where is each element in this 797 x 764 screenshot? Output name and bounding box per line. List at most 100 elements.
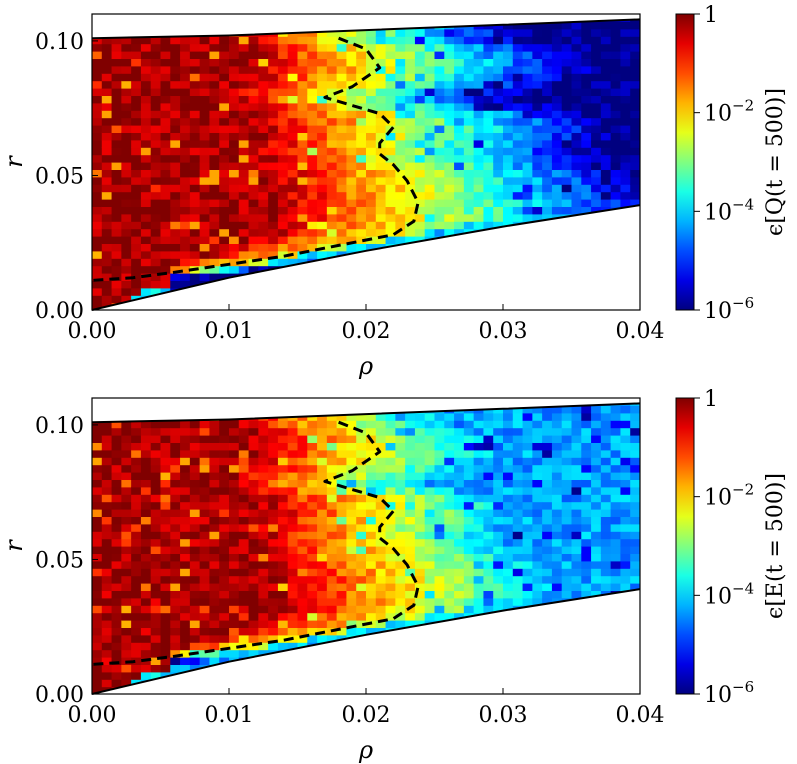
heatmap-cell [150, 273, 162, 281]
heatmap-cell [268, 132, 279, 141]
heatmap-cell [238, 51, 250, 59]
heatmap-cell [219, 590, 230, 599]
heatmap-cell [209, 236, 220, 244]
heatmap-cell [346, 427, 357, 436]
heatmap-cell [581, 206, 592, 215]
heatmap-cell [375, 191, 387, 200]
heatmap-cell [131, 605, 142, 614]
heatmap-cell [385, 28, 396, 37]
heatmap-cell [561, 73, 573, 82]
heatmap-cell [454, 449, 465, 458]
heatmap-cell [111, 80, 122, 89]
heatmap-cell [277, 627, 289, 636]
heatmap-cell [92, 184, 103, 193]
heatmap-cell [610, 412, 622, 421]
heatmap-cell [356, 449, 367, 458]
heatmap-cell [326, 88, 338, 96]
heatmap-cell [317, 634, 328, 643]
heatmap-cell [610, 169, 622, 178]
heatmap-cell [336, 58, 348, 67]
heatmap-cell [150, 479, 162, 488]
heatmap-cell [366, 36, 377, 45]
heatmap-cell [630, 531, 640, 540]
heatmap-cell [170, 427, 181, 436]
heatmap-cell [238, 449, 250, 458]
heatmap-cell [297, 184, 308, 193]
heatmap-cell [170, 206, 181, 215]
heatmap-cell [248, 612, 259, 621]
heatmap-cell [170, 435, 181, 443]
heatmap-cell [434, 65, 445, 74]
heatmap-cell [395, 568, 406, 577]
heatmap-cell [209, 65, 220, 74]
heatmap-cell [571, 191, 582, 200]
heatmap-cell [610, 560, 622, 569]
heatmap-cell [434, 169, 445, 178]
heatmap-cell [551, 102, 563, 111]
heatmap-cell [277, 486, 289, 495]
heatmap-cell [121, 457, 132, 466]
heatmap-cell [287, 457, 299, 466]
heatmap-cell [434, 132, 445, 141]
heatmap-cell [571, 457, 582, 466]
heatmap-cell [238, 132, 250, 141]
heatmap-cell [297, 258, 308, 267]
heatmap-cell [160, 560, 171, 569]
heatmap-cell [454, 65, 465, 74]
heatmap-cell [522, 28, 533, 37]
heatmap-cell [101, 243, 113, 252]
heatmap-cell [121, 627, 132, 636]
heatmap-cell [248, 191, 259, 200]
heatmap-cell [326, 568, 338, 577]
heatmap-cell [229, 449, 240, 458]
heatmap-cell [581, 546, 592, 554]
heatmap-cell [268, 258, 279, 267]
heatmap-cell [326, 501, 338, 510]
heatmap-cell [542, 206, 553, 215]
heatmap-cell [503, 449, 514, 458]
heatmap-cell [561, 184, 573, 193]
heatmap-cell [248, 58, 259, 67]
heatmap-cell [414, 184, 426, 193]
heatmap-cell [366, 102, 377, 111]
heatmap-cell [238, 176, 250, 185]
heatmap-cell [258, 494, 269, 503]
heatmap-cell [630, 479, 640, 488]
heatmap-cell [444, 147, 455, 156]
heatmap-cell [483, 546, 494, 554]
heatmap-cell [199, 620, 211, 628]
heatmap-cell [571, 501, 582, 510]
heatmap-cell [395, 612, 406, 621]
heatmap-cell [366, 21, 377, 30]
heatmap-cell [209, 43, 220, 52]
heatmap-cell [503, 553, 514, 562]
heatmap-cell [258, 486, 269, 495]
heatmap-cell [473, 139, 485, 148]
heatmap-cell [131, 560, 142, 569]
heatmap-cell [317, 132, 328, 141]
heatmap-cell [620, 427, 631, 436]
heatmap-cell [581, 560, 592, 569]
heatmap-cell [434, 228, 445, 237]
heatmap-cell [170, 642, 181, 651]
heatmap-cell [111, 546, 122, 554]
heatmap-cell [229, 590, 240, 599]
heatmap-cell [92, 102, 103, 111]
heatmap-cell [92, 117, 103, 126]
heatmap-cell [287, 43, 299, 52]
heatmap-cell [326, 590, 338, 599]
heatmap-cell [346, 58, 357, 67]
heatmap-cell [287, 642, 299, 651]
heatmap-cell [277, 597, 289, 606]
heatmap-cell [463, 457, 475, 466]
upper-boundary-line [91, 18, 641, 40]
heatmap-cell [268, 125, 279, 133]
heatmap-cell [493, 531, 504, 540]
heatmap-cell [121, 95, 132, 104]
heatmap-cell [160, 273, 171, 281]
heatmap-cell [219, 442, 230, 451]
heatmap-cell [503, 73, 514, 82]
heatmap-cell [620, 176, 631, 185]
heatmap-cell [620, 154, 631, 163]
heatmap-cell [268, 523, 279, 532]
